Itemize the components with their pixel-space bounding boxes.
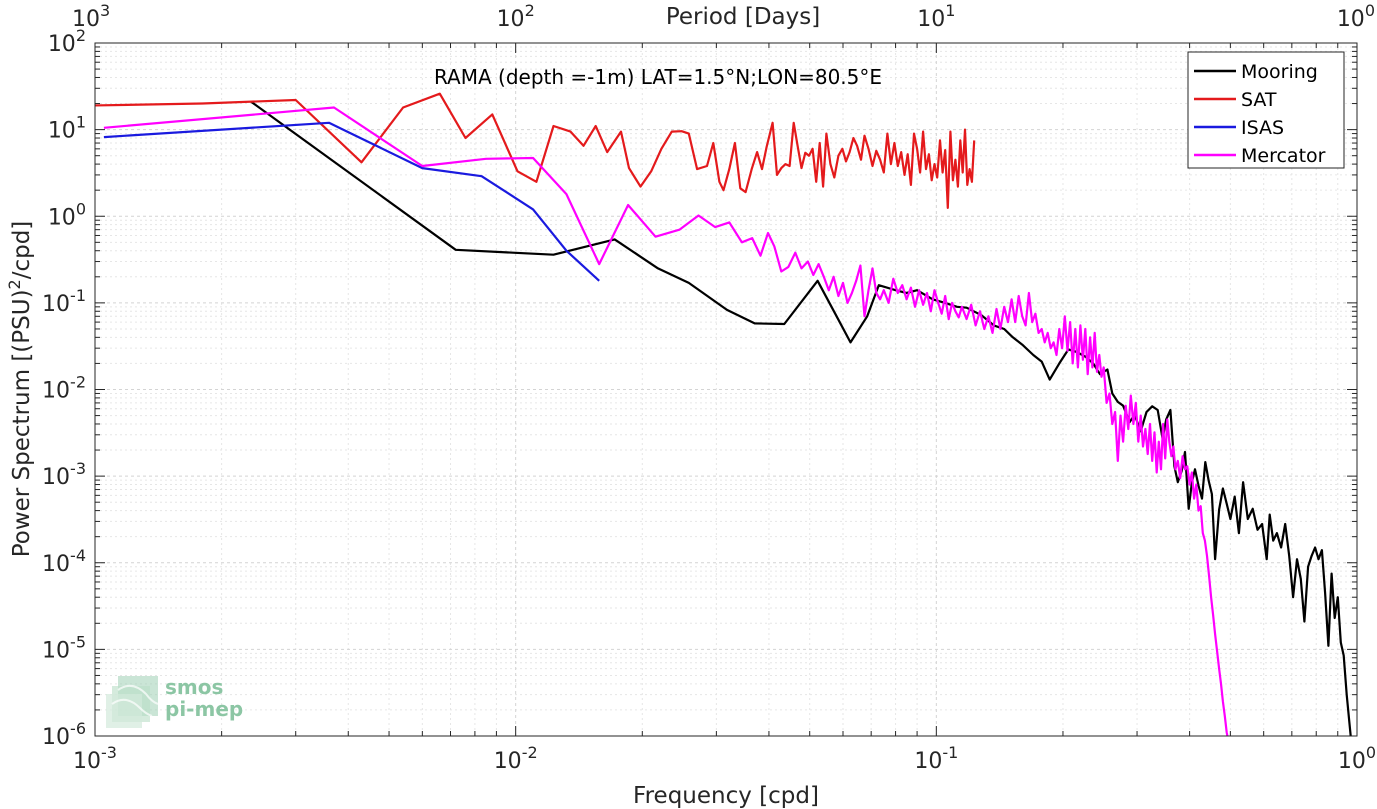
x-axis-label: Frequency [cpd] xyxy=(633,783,819,809)
y-axis-label: Power Spectrum [(PSU)2/cpd] xyxy=(5,221,35,558)
top-period-tick-label: 101 xyxy=(917,1,955,32)
y-tick-label: 10-1 xyxy=(42,286,86,317)
top-period-tick-label: 102 xyxy=(497,1,535,32)
y-tick-label: 100 xyxy=(48,199,86,230)
legend-label-mooring: Mooring xyxy=(1241,61,1318,83)
legend-label-sat: SAT xyxy=(1241,89,1277,111)
x-tick-label: 10-2 xyxy=(494,743,538,774)
logo-text-smos: smos xyxy=(165,675,223,699)
tick-marks xyxy=(94,42,1358,737)
y-tick-label: 10-6 xyxy=(42,719,86,750)
legend-items: Mooring SAT ISAS Mercator xyxy=(1194,61,1326,167)
series-layer xyxy=(95,92,1352,736)
logo-text-pimep: pi-mep xyxy=(165,697,243,721)
y-tick-label: 10-3 xyxy=(42,459,86,490)
y-tick-label: 102 xyxy=(48,26,86,57)
x-tick-label: 10-3 xyxy=(73,743,117,774)
tick-labels: 10-3 10-2 10-1 100 10-6 10-5 10-4 10-3 10-2 10-1 1… xyxy=(42,1,1376,774)
y-tick-label: 10-5 xyxy=(42,632,86,663)
legend-label-isas: ISAS xyxy=(1241,117,1284,139)
series-line-sat xyxy=(95,92,976,209)
x-tick-label: 100 xyxy=(1338,743,1376,774)
legend: Mooring SAT ISAS Mercator xyxy=(1187,51,1345,169)
smos-pimep-logo: smos pi-mep xyxy=(106,675,243,728)
top-axis-label: Period [Days] xyxy=(666,4,820,30)
y-tick-label: 10-2 xyxy=(42,373,86,404)
top-period-tick-label: 100 xyxy=(1337,1,1375,32)
y-tick-label: 10-4 xyxy=(42,546,86,577)
x-tick-label: 10-1 xyxy=(914,743,958,774)
y-tick-label: 101 xyxy=(48,113,86,144)
series-line-mercator xyxy=(103,106,1229,736)
chart-title: RAMA (depth =-1m) LAT=1.5°N;LON=80.5°E xyxy=(434,65,882,89)
legend-label-mercator: Mercator xyxy=(1241,145,1326,167)
series-line-isas xyxy=(103,121,600,282)
logo-mark-icon xyxy=(106,676,159,728)
top-period-tick-label: 103 xyxy=(72,1,110,32)
